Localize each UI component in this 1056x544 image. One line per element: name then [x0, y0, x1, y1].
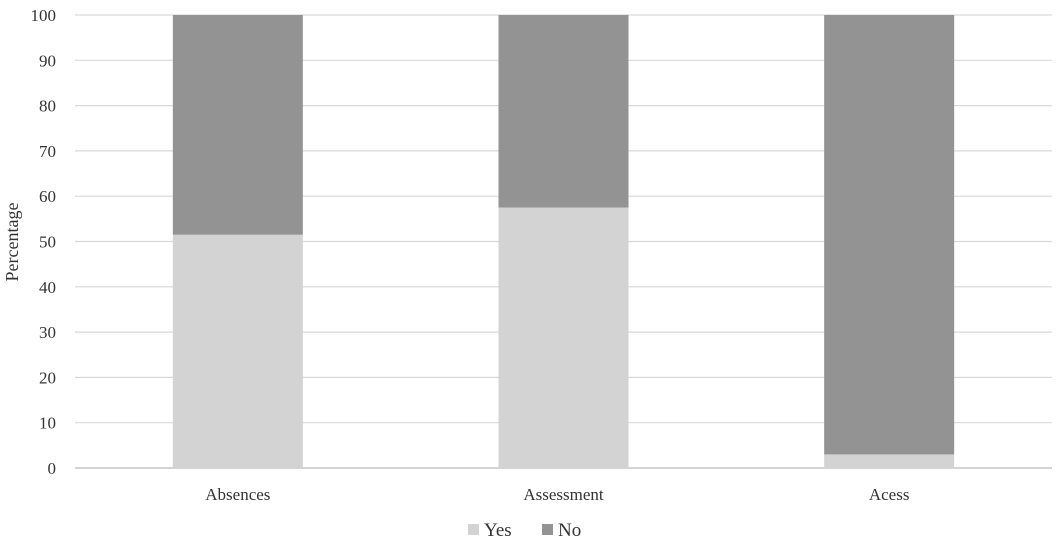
- bar-yes-absences: [172, 234, 303, 468]
- legend-swatch-no: [542, 524, 553, 535]
- y-tick-label: 20: [39, 368, 56, 387]
- y-tick-label: 100: [31, 6, 57, 25]
- y-tick-label: 60: [39, 187, 56, 206]
- y-tick-label: 30: [39, 323, 56, 342]
- y-tick-label: 40: [39, 278, 56, 297]
- bar-no-assessment: [498, 15, 629, 208]
- x-tick-label: Absences: [205, 485, 270, 504]
- bar-no-acess: [824, 15, 955, 455]
- legend-label-yes: Yes: [484, 520, 512, 539]
- bar-yes-acess: [824, 454, 955, 468]
- bars: [172, 15, 955, 468]
- x-axis-ticks: Absences Assessment Acess: [205, 485, 909, 504]
- y-tick-label: 80: [39, 97, 56, 116]
- y-tick-label: 10: [39, 414, 56, 433]
- y-axis-title: Percentage: [2, 203, 22, 282]
- y-tick-label: 50: [39, 233, 56, 252]
- x-tick-label: Assessment: [523, 485, 604, 504]
- x-tick-label: Acess: [869, 485, 910, 504]
- legend: Yes No: [468, 520, 581, 541]
- y-axis-ticks: 0 10 20 30 40 50 60 70 80 90 100: [31, 6, 57, 478]
- legend-swatch-yes: [468, 524, 479, 535]
- bar-no-absences: [172, 15, 303, 235]
- y-tick-label: 0: [48, 459, 57, 478]
- y-tick-label: 90: [39, 51, 56, 70]
- y-tick-label: 70: [39, 142, 56, 161]
- bar-yes-assessment: [498, 207, 629, 468]
- legend-label-no: No: [558, 520, 581, 539]
